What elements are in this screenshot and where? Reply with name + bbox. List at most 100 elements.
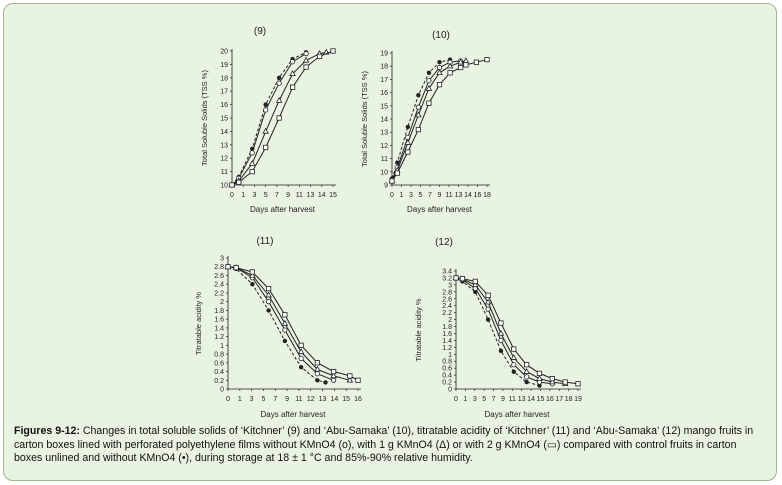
- series-line-square: [391, 59, 488, 182]
- y-tick-label: 1.8: [442, 324, 452, 331]
- data-point-square: [389, 178, 395, 184]
- data-point-square: [394, 170, 400, 176]
- y-tick-label: 0.6: [214, 360, 224, 367]
- y-tick-label: 1.6: [442, 331, 452, 338]
- data-point-open-circle: [426, 78, 432, 84]
- data-point-square: [225, 264, 231, 270]
- data-point-square: [347, 373, 353, 379]
- y-tick-label: 17: [220, 89, 228, 96]
- x-tick-label: 1: [400, 192, 404, 199]
- data-point-filled-circle: [511, 369, 516, 374]
- caption-label: Figures 9-12:: [14, 425, 80, 437]
- data-point-square: [330, 48, 336, 54]
- x-axis-label: Days after harvest: [485, 410, 551, 419]
- y-tick-label: 2.4: [214, 282, 224, 289]
- y-tick-label: 14: [220, 129, 228, 136]
- data-point-square: [472, 278, 478, 285]
- data-point-triangle: [262, 127, 269, 134]
- data-point-filled-circle: [263, 102, 268, 107]
- y-tick-label: 1.2: [442, 345, 452, 352]
- data-point-square: [233, 265, 239, 271]
- y-axis-label: Total Soluble Solids (TSS %): [360, 71, 369, 167]
- x-tick-label: 5: [419, 192, 423, 199]
- series-line-triangle: [227, 266, 351, 381]
- data-point-filled-circle: [485, 317, 491, 322]
- y-tick-label: 14: [380, 117, 388, 124]
- x-tick-label: 14: [318, 192, 326, 199]
- x-tick-label: 15: [342, 396, 350, 403]
- figure-caption: Figures 9-12: Changes in total soluble s…: [14, 425, 764, 466]
- data-point-triangle: [536, 374, 543, 381]
- data-point-open-circle: [331, 377, 337, 383]
- x-axis-label: Days after harvest: [261, 410, 327, 419]
- data-point-square: [458, 64, 464, 71]
- y-tick-label: 2: [448, 317, 452, 324]
- data-point-filled-circle: [276, 75, 282, 81]
- data-point-triangle: [265, 291, 272, 298]
- data-point-triangle: [314, 365, 321, 372]
- data-point-triangle: [484, 298, 492, 305]
- data-point-filled-circle: [266, 308, 271, 313]
- x-tick-label: 13: [307, 192, 315, 199]
- y-tick-label: 10: [220, 183, 228, 190]
- y-tick-label: 10: [380, 169, 388, 176]
- data-point-filled-circle: [298, 364, 304, 370]
- x-tick-label: 12: [307, 396, 315, 403]
- x-tick-label: 19: [574, 396, 582, 403]
- y-tick-label: 1.8: [214, 308, 224, 315]
- y-tick-label: 0.2: [214, 378, 224, 385]
- x-axis-label: Days after harvest: [250, 205, 316, 214]
- data-point-square: [415, 126, 421, 133]
- y-tick-label: 2.6: [442, 296, 452, 303]
- x-tick-label: 0: [230, 192, 234, 199]
- data-point-open-circle: [303, 51, 309, 57]
- data-point-filled-circle: [498, 348, 504, 354]
- data-point-square: [447, 70, 453, 76]
- data-point-square: [453, 275, 459, 281]
- data-point-triangle: [425, 85, 433, 91]
- data-point-filled-circle: [537, 383, 542, 388]
- data-point-triangle: [346, 376, 354, 383]
- x-tick-label: 3: [252, 192, 256, 199]
- data-point-open-circle: [524, 374, 530, 380]
- y-tick-label: 15: [220, 116, 228, 123]
- x-tick-label: 0: [454, 396, 458, 403]
- data-point-square: [289, 84, 296, 90]
- x-tick-label: 14: [330, 396, 338, 403]
- data-point-open-circle: [289, 59, 296, 65]
- y-tick-label: 2.6: [214, 273, 224, 280]
- data-point-triangle: [549, 378, 556, 385]
- data-point-square: [282, 312, 288, 318]
- data-point-triangle: [281, 319, 289, 326]
- y-tick-label: 3: [448, 282, 452, 289]
- data-point-triangle: [497, 329, 505, 336]
- data-point-square: [484, 57, 490, 63]
- data-point-square: [498, 320, 504, 326]
- y-tick-label: 0: [220, 387, 224, 394]
- x-tick-label: 3: [250, 396, 254, 403]
- x-tick-label: 5: [262, 396, 266, 403]
- x-tick-label: 16: [546, 396, 554, 403]
- data-point-triangle: [404, 139, 412, 145]
- y-tick-label: 12: [380, 143, 388, 150]
- y-tick-label: 1.2: [214, 334, 224, 341]
- y-axis-label: Titratable acidity %: [414, 298, 423, 361]
- x-tick-label: 14: [527, 396, 535, 403]
- x-tick-label: 13: [455, 192, 463, 199]
- data-point-square: [473, 59, 480, 65]
- data-point-filled-circle: [426, 70, 432, 76]
- data-point-square: [511, 346, 517, 352]
- data-point-triangle: [415, 111, 422, 118]
- data-point-square: [524, 362, 530, 368]
- data-point-square: [562, 379, 568, 385]
- data-point-square: [426, 100, 432, 106]
- x-tick-label: 13: [518, 396, 526, 403]
- data-point-triangle: [510, 354, 518, 360]
- data-point-square: [236, 179, 242, 185]
- data-point-square: [575, 381, 581, 387]
- data-point-square: [459, 276, 466, 282]
- x-tick-label: 9: [501, 396, 505, 403]
- series-line-open-circle: [455, 277, 553, 385]
- data-point-square: [266, 285, 272, 292]
